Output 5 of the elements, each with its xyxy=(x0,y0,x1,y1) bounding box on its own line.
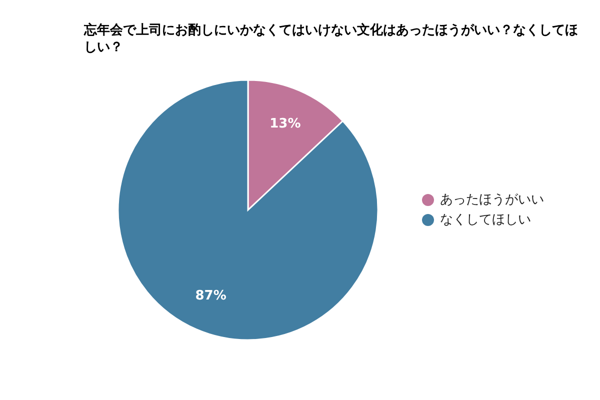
data-label: 87% xyxy=(195,288,226,304)
legend-label: あったほうがいい xyxy=(440,192,544,208)
chart-title: 忘年会で上司にお酌しにいかなくてはいけない文化はあったほうがいい？なくしてほしい？ xyxy=(84,22,579,56)
data-label: 13% xyxy=(270,116,301,132)
legend-label: なくしてほしい xyxy=(440,212,531,228)
